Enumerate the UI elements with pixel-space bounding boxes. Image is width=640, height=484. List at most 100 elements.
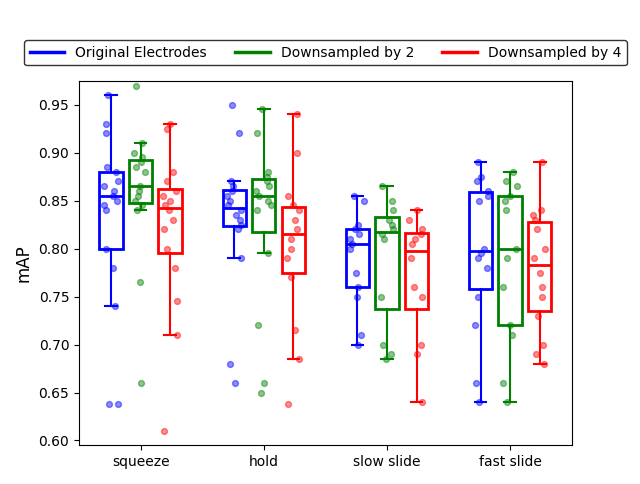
Point xyxy=(104,400,115,408)
Point xyxy=(349,226,360,233)
Point xyxy=(537,158,547,166)
Point xyxy=(388,226,399,233)
Point xyxy=(137,139,147,147)
Point xyxy=(379,235,389,243)
Point xyxy=(531,350,541,358)
Point xyxy=(387,197,397,205)
Legend: Original Electrodes, Downsampled by 2, Downsampled by 4: Original Electrodes, Downsampled by 2, D… xyxy=(24,40,627,65)
Point xyxy=(137,153,147,161)
Point xyxy=(530,216,540,224)
Point xyxy=(294,355,304,363)
Point xyxy=(132,192,143,200)
Point xyxy=(508,168,518,176)
Point xyxy=(473,293,483,301)
Point xyxy=(172,298,182,305)
Point xyxy=(101,120,111,128)
Point xyxy=(356,331,367,339)
Point xyxy=(416,230,426,238)
Point xyxy=(502,398,512,406)
Point xyxy=(412,206,422,214)
Point xyxy=(407,240,417,248)
Point xyxy=(538,360,548,368)
Point xyxy=(132,206,143,214)
PathPatch shape xyxy=(159,189,182,254)
Point xyxy=(130,197,140,205)
Point xyxy=(262,173,273,181)
Point xyxy=(282,192,292,200)
Point xyxy=(165,197,175,205)
Point xyxy=(417,398,428,406)
Point xyxy=(358,197,369,205)
Point xyxy=(291,149,301,156)
Point xyxy=(536,283,547,291)
Point xyxy=(292,110,302,118)
Point xyxy=(227,187,237,195)
Point xyxy=(263,250,273,257)
Point xyxy=(266,201,276,209)
Point xyxy=(234,130,244,137)
Point xyxy=(538,341,548,348)
Point xyxy=(474,398,484,406)
Point xyxy=(471,379,481,387)
Point xyxy=(100,245,111,253)
Point xyxy=(355,230,365,238)
Point xyxy=(472,178,482,185)
PathPatch shape xyxy=(499,196,522,325)
Point xyxy=(536,293,547,301)
Point xyxy=(159,226,169,233)
Point xyxy=(171,187,181,195)
Point xyxy=(353,221,363,228)
Point xyxy=(345,245,355,253)
Point xyxy=(109,302,120,310)
Point xyxy=(223,201,233,209)
Point xyxy=(498,379,508,387)
Point xyxy=(501,206,511,214)
Point xyxy=(235,216,245,224)
Point xyxy=(168,168,178,176)
Point xyxy=(108,192,118,200)
PathPatch shape xyxy=(375,217,399,309)
Point xyxy=(351,269,362,276)
Point xyxy=(134,187,144,195)
Point xyxy=(285,245,296,253)
Point xyxy=(532,226,542,233)
Point xyxy=(165,120,175,128)
PathPatch shape xyxy=(346,229,369,287)
Point xyxy=(378,341,388,348)
Point xyxy=(236,221,246,228)
Point xyxy=(282,254,292,262)
Point xyxy=(483,187,493,195)
Point xyxy=(476,250,486,257)
Point xyxy=(377,230,387,238)
Point xyxy=(290,326,300,334)
Point xyxy=(470,321,480,329)
Point xyxy=(291,216,301,224)
Point xyxy=(259,379,269,387)
Point xyxy=(387,221,397,228)
Point xyxy=(113,178,124,185)
Point xyxy=(406,254,416,262)
Point xyxy=(137,201,147,209)
Point xyxy=(285,235,296,243)
Point xyxy=(474,197,484,205)
Point xyxy=(482,264,492,272)
Point xyxy=(264,182,274,190)
Point xyxy=(345,235,355,243)
Point xyxy=(377,182,387,190)
Point xyxy=(353,341,364,348)
Point xyxy=(292,226,302,233)
Point xyxy=(222,192,232,200)
Point xyxy=(353,283,363,291)
Point xyxy=(499,283,509,291)
Point xyxy=(252,130,262,137)
Point xyxy=(172,331,182,339)
Point xyxy=(412,350,422,358)
Point xyxy=(99,201,109,209)
Point xyxy=(409,283,419,291)
PathPatch shape xyxy=(223,190,246,226)
Point xyxy=(164,206,175,214)
Point xyxy=(108,264,118,272)
Point xyxy=(252,187,262,195)
Point xyxy=(109,187,119,195)
Point xyxy=(529,254,539,262)
